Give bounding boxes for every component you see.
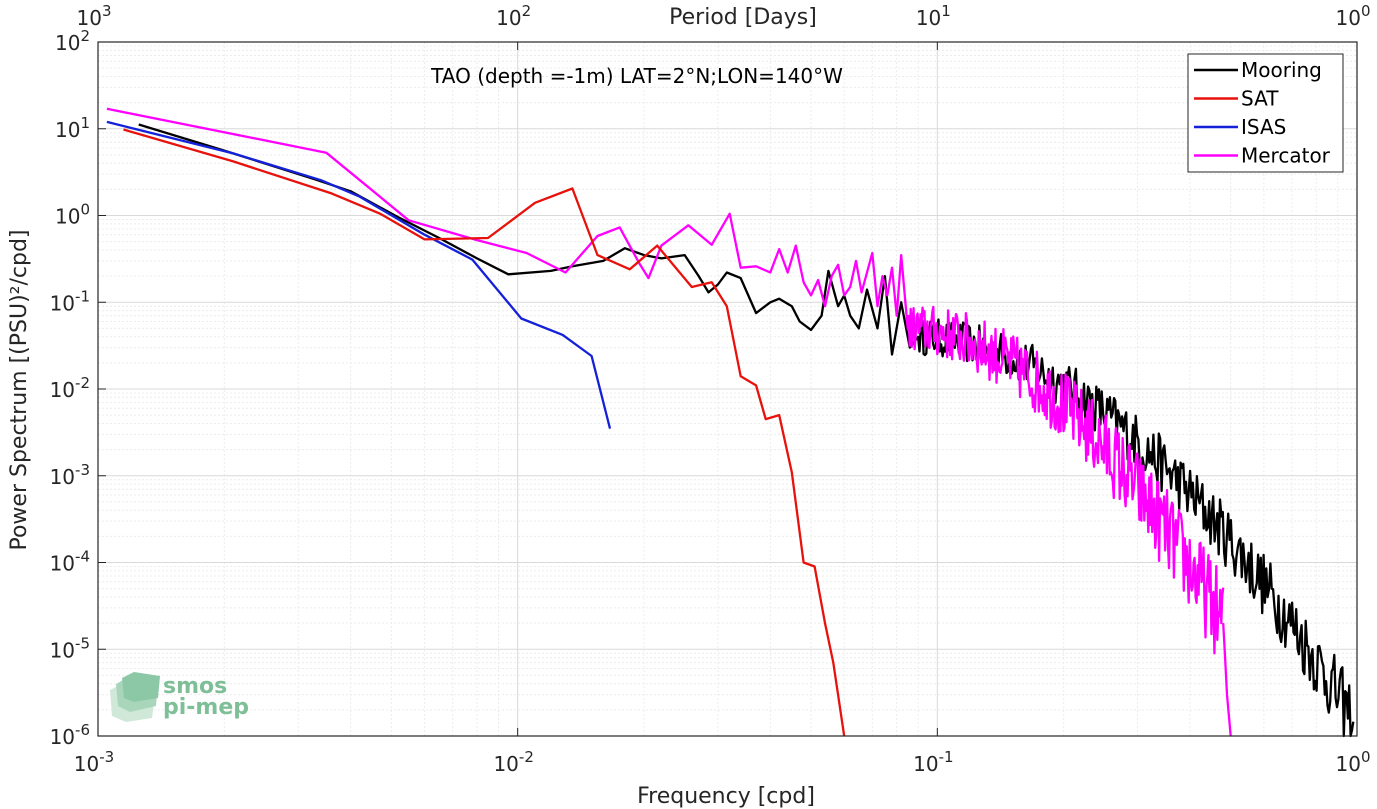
x-tick-label: 10-1	[913, 748, 953, 776]
legend-label-isas: ISAS	[1241, 115, 1286, 139]
top-tick-label: 100	[1336, 2, 1371, 30]
x-tick-label: 100	[1336, 748, 1371, 776]
chart-title: TAO (depth =-1m) LAT=2°N;LON=140°W	[430, 64, 843, 88]
series-line-sat	[123, 128, 846, 737]
y-tick-label: 10-5	[50, 634, 90, 662]
y-tick-label: 100	[55, 201, 90, 229]
logo-text-smos: smos	[163, 674, 227, 699]
y-tick-label: 101	[55, 114, 90, 142]
legend-label-sat: SAT	[1241, 87, 1279, 111]
y-tick-label: 10-6	[50, 721, 90, 749]
logo-text-pimep: pi-mep	[163, 695, 249, 720]
legend-box	[1187, 53, 1344, 173]
y-tick-label: 102	[55, 27, 90, 55]
series-line-isas	[106, 120, 612, 429]
x-tick-label: 10-2	[493, 748, 533, 776]
top-tick-label: 101	[916, 2, 951, 30]
grid	[97, 42, 1357, 737]
y-tick-label: 10-3	[50, 461, 90, 489]
smos-pimep-logo: smos pi-mep	[110, 672, 249, 722]
legend-label-mercator: Mercator	[1241, 144, 1331, 168]
x-tick-label: 10-3	[74, 748, 114, 776]
x-axis-label: Frequency [cpd]	[637, 784, 815, 809]
legend-label-mooring: Mooring	[1241, 58, 1322, 82]
series-line-mercator	[106, 107, 1225, 655]
series-line-mercator-tail	[1222, 623, 1232, 737]
top-tick-label: 103	[77, 2, 112, 30]
series-layer	[106, 107, 1355, 738]
legend: Mooring SAT ISAS Mercator	[1187, 53, 1344, 173]
y-tick-label: 10-4	[50, 548, 90, 576]
y-tick-label: 10-1	[50, 287, 90, 315]
y-tick-label: 10-2	[50, 374, 90, 402]
top-tick-label: 102	[496, 2, 531, 30]
y-axis-label: Power Spectrum [(PSU)²/cpd]	[7, 229, 32, 550]
top-axis-label: Period [Days]	[669, 5, 817, 30]
